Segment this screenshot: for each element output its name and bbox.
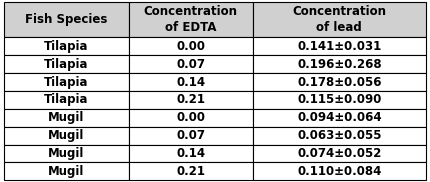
Text: 0.07: 0.07 [176,58,205,71]
Text: Mugil: Mugil [48,165,85,178]
Text: Tilapia: Tilapia [44,58,89,71]
Text: Tilapia: Tilapia [44,76,89,89]
Bar [4,109,129,127]
Text: Concentration
of lead: Concentration of lead [292,5,386,34]
Text: 0.110±0.084: 0.110±0.084 [297,165,381,178]
Bar [129,162,253,180]
Text: 0.21: 0.21 [176,93,205,106]
Bar [253,145,426,162]
Text: 0.178±0.056: 0.178±0.056 [297,76,381,89]
Bar [4,73,129,91]
Text: Tilapia: Tilapia [44,93,89,106]
Bar [129,127,253,145]
Text: 0.00: 0.00 [176,111,205,124]
Bar [253,37,426,55]
Text: 0.115±0.090: 0.115±0.090 [297,93,381,106]
Bar [253,73,426,91]
Bar [4,127,129,145]
Text: Fish Species: Fish Species [25,13,108,26]
Bar [4,145,129,162]
Text: 0.141±0.031: 0.141±0.031 [297,40,381,53]
Text: 0.21: 0.21 [176,165,205,178]
Bar [129,2,253,37]
Bar [4,2,129,37]
Text: Mugil: Mugil [48,147,85,160]
Bar [129,55,253,73]
Text: 0.063±0.055: 0.063±0.055 [297,129,381,142]
Bar [129,145,253,162]
Bar [253,2,426,37]
Text: 0.14: 0.14 [176,147,206,160]
Text: 0.094±0.064: 0.094±0.064 [297,111,382,124]
Text: Mugil: Mugil [48,111,85,124]
Text: 0.07: 0.07 [176,129,205,142]
Text: 0.196±0.268: 0.196±0.268 [297,58,382,71]
Bar [253,91,426,109]
Bar [4,91,129,109]
Bar [253,162,426,180]
Bar [129,91,253,109]
Bar [4,162,129,180]
Bar [253,109,426,127]
Text: 0.14: 0.14 [176,76,206,89]
Bar [4,55,129,73]
Bar [253,127,426,145]
Bar [129,73,253,91]
Bar [129,109,253,127]
Text: Tilapia: Tilapia [44,40,89,53]
Text: 0.00: 0.00 [176,40,205,53]
Text: Concentration
of EDTA: Concentration of EDTA [144,5,238,34]
Bar [4,37,129,55]
Text: 0.074±0.052: 0.074±0.052 [297,147,381,160]
Bar [253,55,426,73]
Text: Mugil: Mugil [48,129,85,142]
Bar [129,37,253,55]
